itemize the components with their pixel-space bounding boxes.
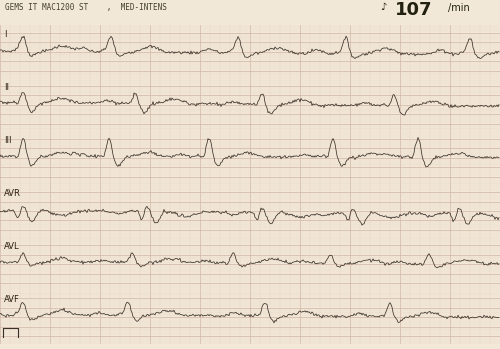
Text: III: III (4, 136, 12, 145)
Text: /min: /min (448, 3, 469, 14)
Text: 107: 107 (395, 1, 432, 19)
Text: GEMS IT MAC1200 ST    ,  MED-INTENS: GEMS IT MAC1200 ST , MED-INTENS (5, 3, 167, 12)
Text: II: II (4, 83, 9, 92)
Text: AVR: AVR (4, 189, 21, 198)
Text: I: I (4, 30, 6, 39)
Text: AVL: AVL (4, 242, 20, 251)
Text: AVF: AVF (4, 296, 20, 304)
Text: ♪: ♪ (380, 2, 386, 12)
